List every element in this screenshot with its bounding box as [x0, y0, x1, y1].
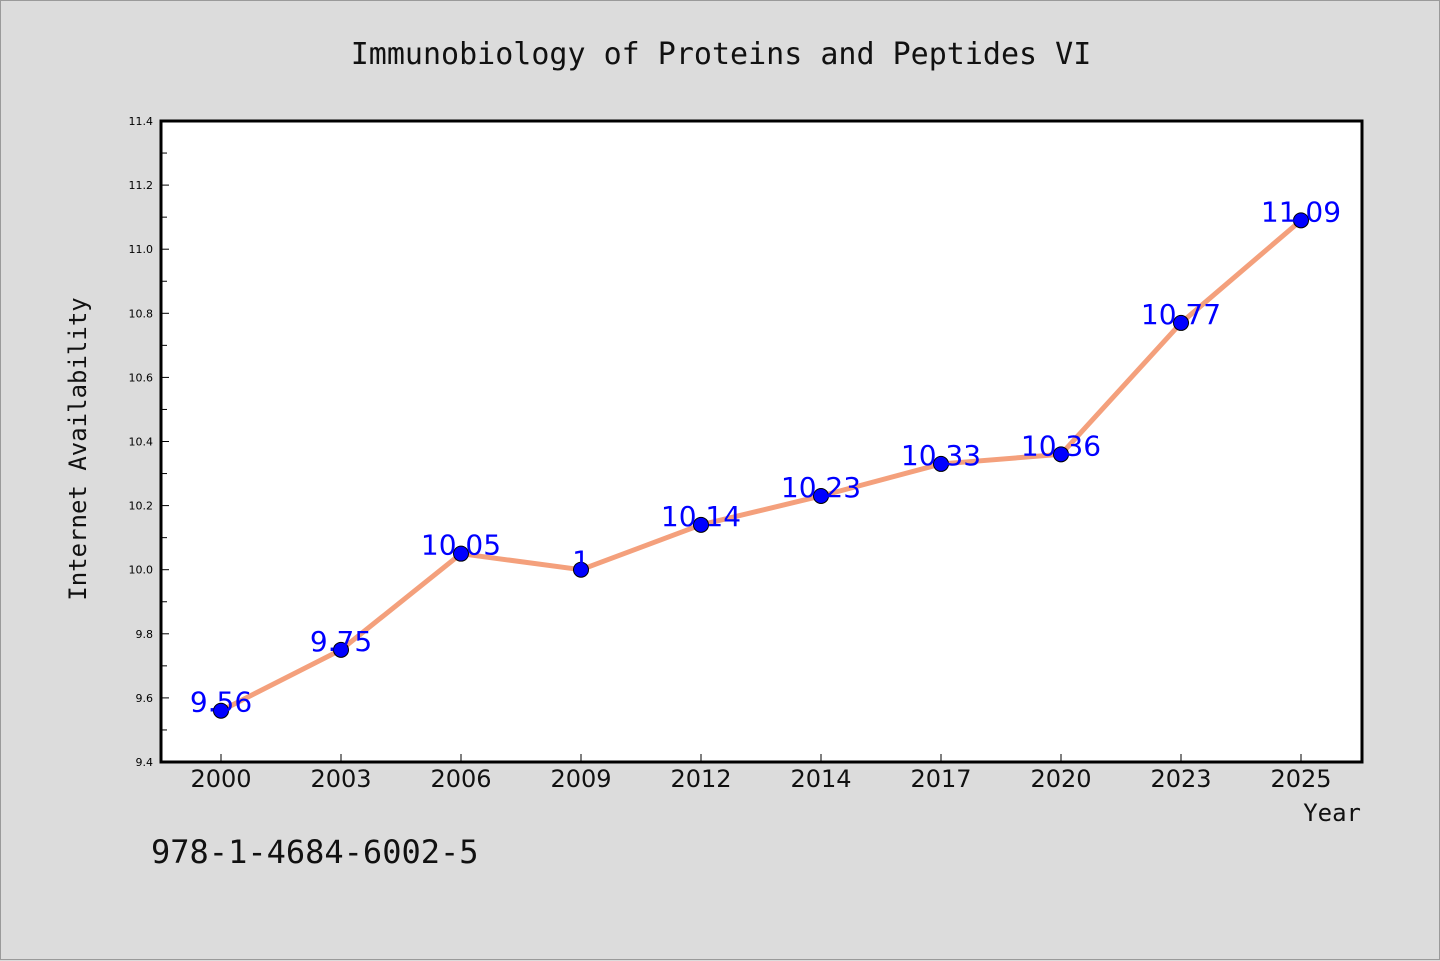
x-tick-label: 2000	[190, 765, 251, 793]
x-tick-label: 2025	[1270, 765, 1331, 793]
x-tick-label: 2014	[790, 765, 851, 793]
data-label-group: 9.56 9.75 10.05 1 10.14 10.23 10.33 10.36 10.77 1…	[190, 195, 1341, 718]
x-tick-label: 2006	[430, 765, 491, 793]
data-point	[573, 561, 589, 578]
plot-area	[159, 119, 1364, 764]
y-tick-label: 11.2	[129, 179, 154, 192]
y-tick-label: 9.8	[136, 628, 154, 641]
y-tick-label: 10.2	[129, 500, 154, 513]
y-tick-label: 11.0	[129, 243, 154, 256]
data-label: 11.09	[1261, 195, 1341, 228]
data-point	[453, 545, 469, 562]
y-tick-label: 9.6	[136, 692, 154, 705]
y-tick-label: 10.0	[129, 564, 154, 577]
data-point	[213, 702, 229, 719]
y-tick-label: 11.4	[129, 115, 154, 128]
data-label: 1	[572, 545, 590, 578]
data-point	[1053, 446, 1069, 463]
y-axis-label: Internet Availability	[64, 297, 92, 600]
data-point	[693, 516, 709, 533]
data-label: 10.36	[1021, 429, 1101, 462]
x-tick-label: 2003	[310, 765, 371, 793]
x-tick-label: 2023	[1150, 765, 1211, 793]
data-point	[333, 641, 349, 658]
series-line-group	[213, 212, 1309, 719]
data-point	[813, 487, 829, 504]
x-tick-label: 2012	[670, 765, 731, 793]
isbn-caption: 978-1-4684-6002-5	[151, 833, 479, 871]
data-label: 10.05	[421, 529, 501, 562]
y-tick-label: 10.8	[129, 307, 154, 320]
y-tick-label: 10.4	[129, 436, 154, 449]
data-label: 10.23	[781, 471, 861, 504]
data-label: 10.33	[901, 439, 981, 472]
data-label: 10.14	[661, 500, 741, 533]
x-tick-label: 2017	[910, 765, 971, 793]
data-point	[1173, 314, 1189, 331]
y-tick-label: 9.4	[136, 756, 154, 769]
x-axis: 2000 2003 2006 2009 2012 2014 2017 2020 2023 2025	[190, 754, 1332, 793]
chart-title: Immunobiology of Proteins and Peptides V…	[351, 37, 1092, 72]
data-point	[1293, 212, 1309, 229]
y-axis: 9.4 9.6 9.8 10.0 10.2 10.4 10.6 10.8 11.0 11.2 11.…	[129, 115, 169, 769]
data-label: 9.56	[190, 686, 252, 719]
y-tick-label: 10.6	[129, 371, 154, 384]
series-line	[218, 217, 1304, 714]
data-label: 9.75	[310, 625, 372, 658]
x-tick-label: 2020	[1030, 765, 1091, 793]
x-axis-label: Year	[1303, 799, 1361, 827]
data-point	[933, 455, 949, 472]
data-label: 10.77	[1141, 298, 1221, 331]
x-tick-label: 2009	[550, 765, 611, 793]
